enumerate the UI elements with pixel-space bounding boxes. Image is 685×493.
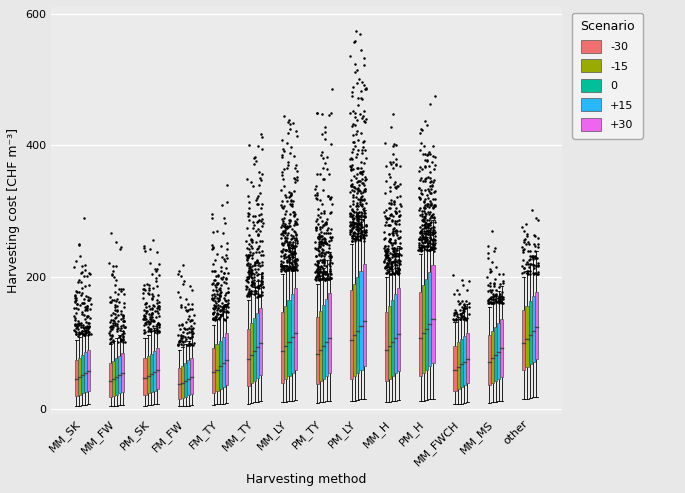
Bar — [212, 349, 216, 392]
Bar — [84, 352, 87, 392]
Bar — [190, 357, 193, 394]
Legend: -30, -15, 0, +15, +30: -30, -15, 0, +15, +30 — [573, 12, 643, 139]
Bar — [109, 363, 112, 397]
Bar — [328, 293, 331, 374]
Bar — [288, 300, 290, 376]
Bar — [184, 363, 187, 396]
Bar — [294, 288, 297, 370]
Bar — [322, 305, 325, 379]
Bar — [460, 339, 463, 387]
Bar — [325, 299, 328, 376]
Bar — [282, 312, 284, 383]
Bar — [494, 327, 497, 382]
X-axis label: Harvesting method: Harvesting method — [246, 473, 366, 486]
Bar — [523, 310, 525, 370]
Bar — [290, 294, 294, 373]
Bar — [457, 343, 460, 388]
Bar — [491, 331, 494, 384]
Bar — [422, 285, 425, 373]
Bar — [153, 351, 156, 390]
Bar — [384, 312, 388, 382]
Bar — [247, 329, 250, 386]
Bar — [256, 313, 259, 378]
Bar — [225, 333, 228, 385]
Bar — [356, 277, 360, 373]
Bar — [284, 306, 288, 380]
Bar — [453, 346, 457, 390]
Bar — [178, 368, 181, 399]
Bar — [497, 323, 500, 380]
Bar — [463, 336, 466, 385]
Bar — [466, 333, 469, 383]
Bar — [87, 350, 90, 390]
Y-axis label: Harvesting cost [CHF m⁻³]: Harvesting cost [CHF m⁻³] — [7, 128, 20, 293]
Bar — [222, 337, 225, 387]
Bar — [397, 288, 400, 371]
Bar — [250, 323, 253, 384]
Bar — [500, 319, 503, 378]
Bar — [149, 353, 153, 392]
Bar — [428, 272, 432, 366]
Bar — [147, 356, 149, 393]
Bar — [535, 292, 538, 359]
Bar — [121, 353, 125, 392]
Bar — [181, 366, 184, 398]
Bar — [119, 355, 121, 393]
Bar — [391, 300, 394, 376]
Bar — [432, 265, 434, 363]
Bar — [350, 290, 353, 380]
Bar — [143, 358, 147, 394]
Bar — [394, 294, 397, 374]
Bar — [77, 357, 81, 394]
Bar — [187, 360, 190, 395]
Bar — [112, 361, 115, 396]
Bar — [488, 335, 491, 386]
Bar — [115, 358, 119, 394]
Bar — [529, 301, 532, 364]
Bar — [253, 318, 256, 381]
Bar — [319, 311, 322, 382]
Bar — [259, 308, 262, 376]
Bar — [219, 341, 222, 388]
Bar — [353, 284, 356, 376]
Bar — [360, 271, 362, 370]
Bar — [156, 348, 159, 389]
Bar — [81, 355, 84, 393]
Bar — [388, 306, 391, 379]
Bar — [419, 292, 422, 376]
Bar — [216, 345, 219, 390]
Bar — [75, 359, 77, 396]
Bar — [425, 279, 428, 370]
Bar — [316, 317, 319, 384]
Bar — [532, 296, 535, 361]
Bar — [362, 264, 366, 366]
Bar — [525, 306, 529, 367]
